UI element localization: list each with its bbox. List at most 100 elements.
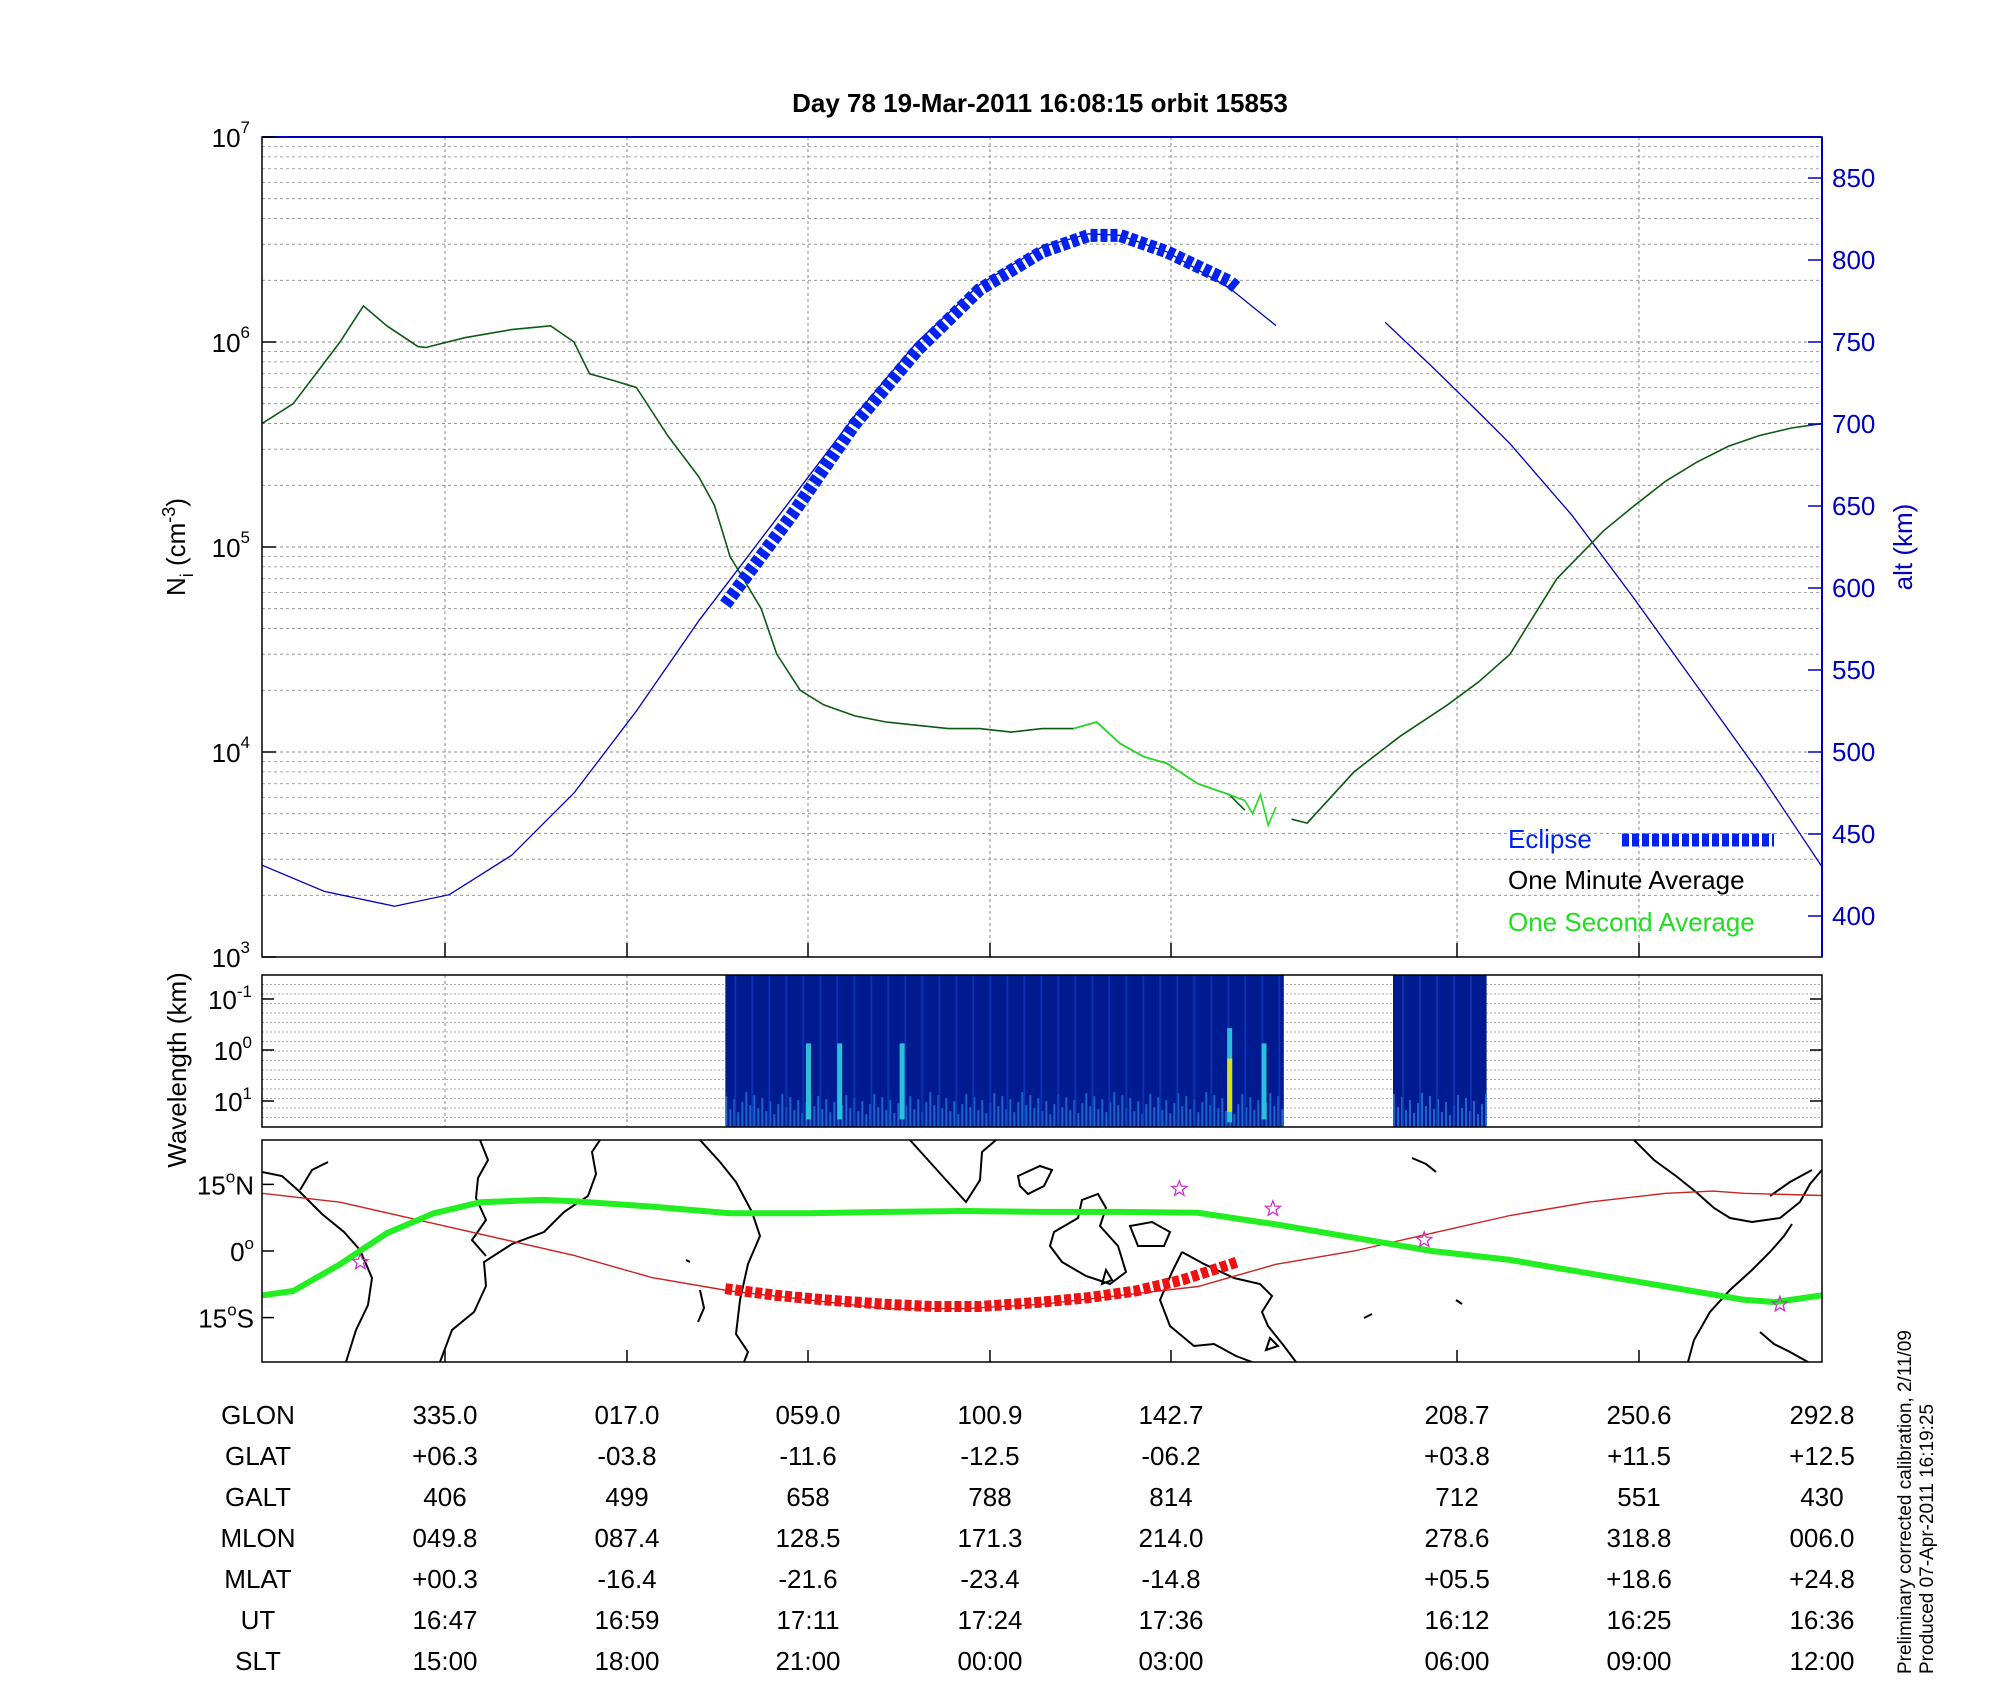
ephemeris-cell: 049.8 — [412, 1523, 477, 1553]
ephemeris-cell: 208.7 — [1424, 1400, 1489, 1430]
spectrogram-band — [1425, 1106, 1427, 1127]
spectrogram-band — [1029, 1095, 1032, 1127]
spectrogram-band — [1449, 1115, 1451, 1127]
spectrogram-band — [1237, 1104, 1240, 1127]
ephemeris-cell: 551 — [1617, 1482, 1660, 1512]
ephemeris-cell: 18:00 — [594, 1646, 659, 1676]
spectrogram-band — [1477, 1114, 1479, 1127]
spectrogram-band — [1133, 1111, 1136, 1127]
spectrogram-band — [841, 1105, 844, 1127]
spectrogram-stripe — [1108, 975, 1111, 1127]
spectrogram-band — [1225, 1111, 1228, 1127]
tick-exponent: 1 — [243, 1084, 252, 1103]
ephemeris-cell: 814 — [1149, 1482, 1192, 1512]
spectrogram-segments — [725, 975, 1487, 1127]
ephemeris-cell: 430 — [1800, 1482, 1843, 1512]
spectrogram-band — [1197, 1112, 1200, 1127]
spectrogram-band — [1069, 1110, 1072, 1127]
spectrogram-band — [1257, 1100, 1260, 1127]
spectrogram-stripe — [1419, 975, 1421, 1127]
spectrogram-band — [1241, 1094, 1244, 1127]
spectrogram-band — [945, 1098, 948, 1127]
spectrogram-band — [1149, 1094, 1152, 1127]
ephemeris-row-label: SLT — [235, 1646, 281, 1676]
spectrogram-band — [949, 1111, 952, 1127]
spectrogram-band — [1445, 1102, 1447, 1127]
one-minute-average-line — [262, 304, 1822, 824]
legend-second-label: One Second Average — [1508, 907, 1755, 937]
spectrogram-band — [1165, 1100, 1168, 1127]
spectrogram-band — [1121, 1095, 1124, 1127]
ephemeris-cell: 006.0 — [1789, 1523, 1854, 1553]
spectrogram-band — [773, 1114, 776, 1127]
star-marker — [1770, 1294, 1790, 1313]
spectrogram-stripe — [1210, 975, 1213, 1127]
ephemeris-cell: +05.5 — [1424, 1564, 1490, 1594]
spectrogram-band — [1217, 1108, 1220, 1127]
tick-exponent: -1 — [237, 982, 252, 1001]
spectrogram-band — [909, 1096, 912, 1127]
ephemeris-cell: 100.9 — [957, 1400, 1022, 1430]
spectrogram-band — [969, 1107, 972, 1127]
ephemeris-cell: 09:00 — [1606, 1646, 1671, 1676]
ephemeris-cell: 16:47 — [412, 1605, 477, 1635]
footer-note-calibration: Preliminary corrected calibration, 2/11/… — [1895, 1330, 1916, 1674]
spectrogram-band — [749, 1105, 752, 1127]
ephemeris-cell: 128.5 — [775, 1523, 840, 1553]
spectrogram-stripe — [870, 975, 873, 1127]
ephemeris-cell: 292.8 — [1789, 1400, 1854, 1430]
figure-title: Day 78 19-Mar-2011 16:08:15 orbit 15853 — [792, 88, 1288, 118]
spectrogram-band — [917, 1099, 920, 1127]
spectrogram-band — [825, 1099, 828, 1127]
spectrogram-band — [1421, 1093, 1423, 1127]
tick-base: 10 — [212, 943, 241, 973]
ephemeris-cell: 142.7 — [1138, 1400, 1203, 1430]
spectrogram-band — [1433, 1109, 1435, 1127]
spectrogram-data-block — [1393, 975, 1487, 1127]
spectrogram-stripe — [1436, 975, 1438, 1127]
spectrogram-band — [1281, 1109, 1284, 1127]
ephemeris-cell: 278.6 — [1424, 1523, 1489, 1553]
spectrogram-band — [1117, 1105, 1120, 1127]
tick-base: 10 — [212, 533, 241, 563]
spectrogram-band — [729, 1109, 732, 1127]
spectrogram-band — [1077, 1113, 1080, 1127]
ephemeris-cell: 06:00 — [1424, 1646, 1489, 1676]
latitude-hemisphere: N — [235, 1170, 254, 1200]
spectrogram-streak — [806, 1043, 811, 1120]
spectrogram-band — [1145, 1104, 1148, 1127]
ephemeris-cell: 059.0 — [775, 1400, 840, 1430]
spectrogram-band — [1253, 1110, 1256, 1127]
spectrogram-band — [1221, 1098, 1224, 1127]
spectrogram-band — [1213, 1095, 1216, 1127]
spectrogram-band — [725, 1096, 728, 1127]
spectrogram-stripe — [989, 975, 992, 1127]
spectrogram-stripe — [819, 975, 822, 1127]
spectrogram-stripe — [904, 975, 907, 1127]
altitude-tick-label: 600 — [1832, 573, 1875, 603]
ephemeris-cell: +18.6 — [1606, 1564, 1672, 1594]
spectrogram-band — [993, 1093, 996, 1127]
spectrogram-band — [1105, 1112, 1108, 1127]
spectrogram-band — [777, 1104, 780, 1127]
spectrogram-band — [861, 1101, 864, 1127]
latitude-hemisphere: S — [237, 1304, 254, 1334]
spectrogram-band — [765, 1111, 768, 1127]
spectrogram-band — [1457, 1095, 1459, 1127]
ephemeris-cell: 788 — [968, 1482, 1011, 1512]
ephemeris-cell: 16:59 — [594, 1605, 659, 1635]
tick-base: 10 — [214, 1087, 243, 1117]
spectrogram-band — [929, 1092, 932, 1127]
density-tick-label: 105 — [212, 528, 250, 563]
spectrogram-band — [761, 1098, 764, 1127]
altitude-line — [262, 233, 1822, 907]
spectrogram-band — [833, 1102, 836, 1127]
ephemeris-cell: +00.3 — [412, 1564, 478, 1594]
spectrogram-stripe — [1470, 975, 1472, 1127]
star-marker — [1169, 1178, 1189, 1197]
spectrogram-band — [1173, 1103, 1176, 1127]
ephemeris-table: GLON 335.0 017.0 059.0 100.9 142.7 208.7 250.6 2… — [220, 1400, 1854, 1676]
spectrogram-stripe — [1006, 975, 1009, 1127]
spectrogram-band — [1033, 1108, 1036, 1127]
